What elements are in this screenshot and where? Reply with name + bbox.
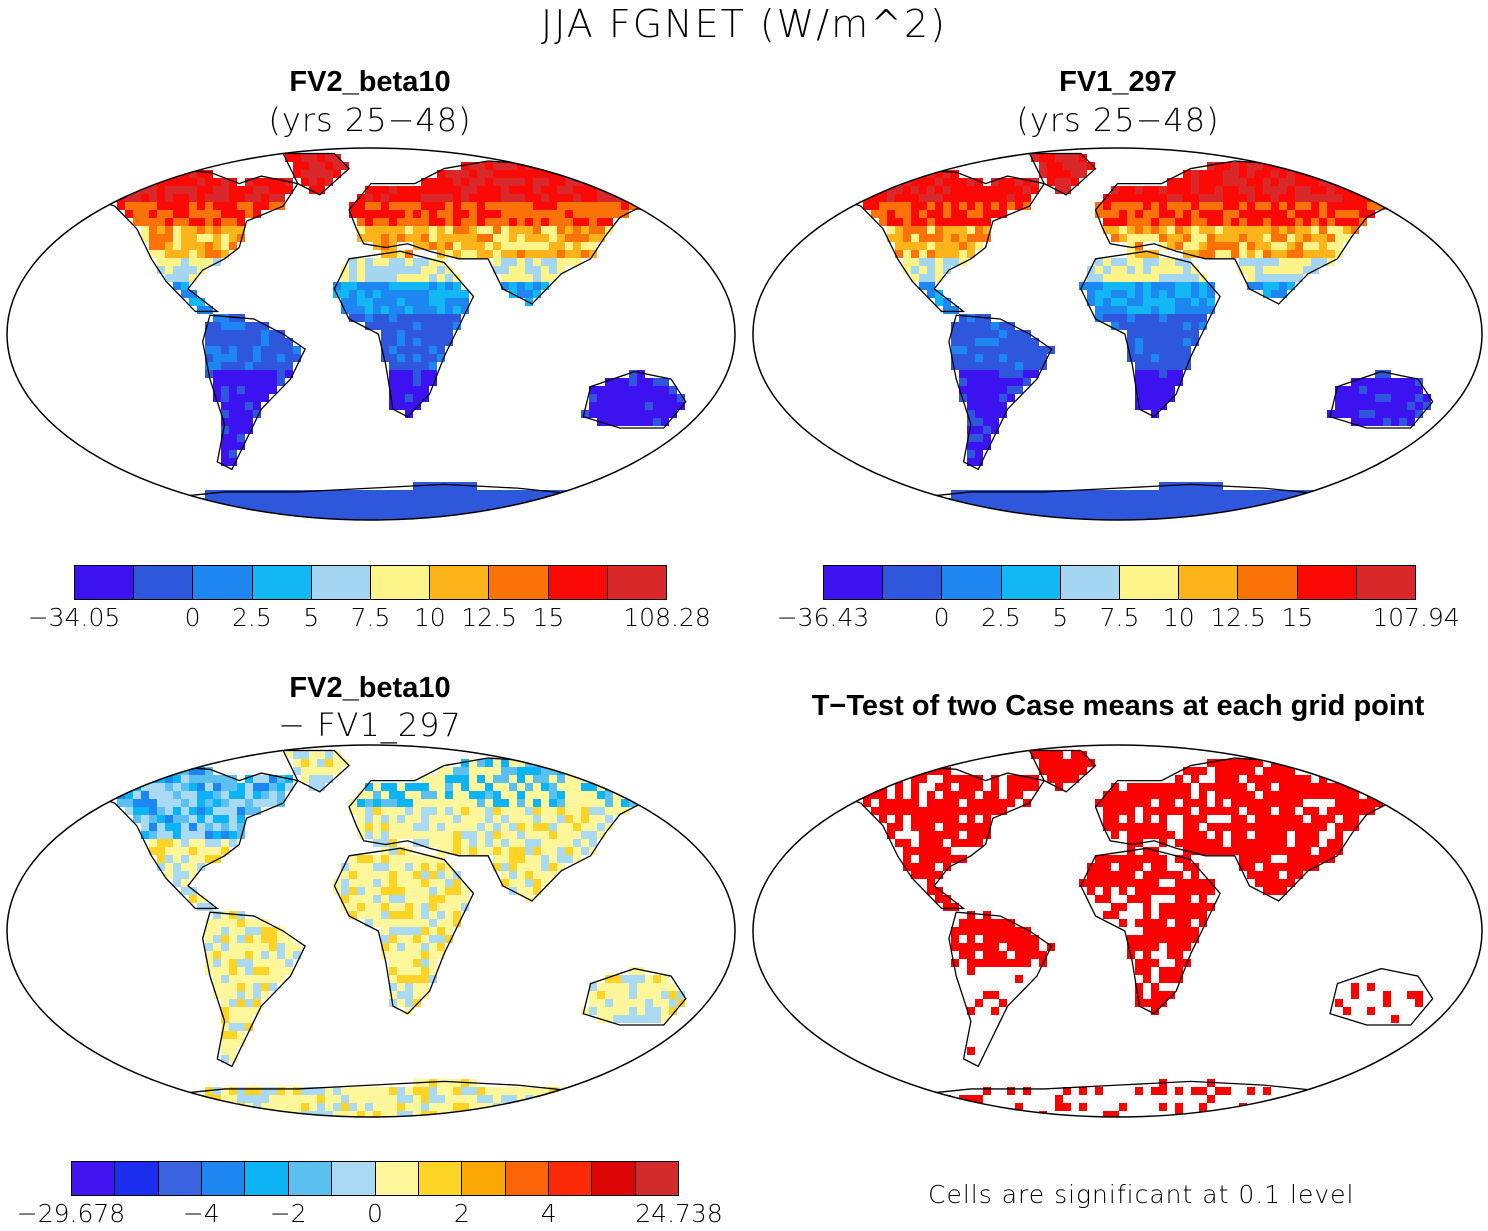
colorbar-tick-label: 2 bbox=[454, 1199, 470, 1228]
colorbar-tick-label: −4 bbox=[183, 1199, 220, 1228]
panel-3-subtitle: − FV1_297 bbox=[5, 706, 735, 744]
colorbar-tick-label: 108.28 bbox=[623, 603, 710, 632]
colorbar-tick-label: −36.43 bbox=[777, 603, 870, 632]
colorbar-tick-label: 7.5 bbox=[1100, 603, 1140, 632]
colorbar-tick-label: −29.678 bbox=[17, 1199, 125, 1228]
colorbar-swatch bbox=[419, 1162, 462, 1195]
colorbar-swatch bbox=[430, 566, 489, 599]
colorbar-swatch bbox=[883, 566, 942, 599]
colorbar-swatch bbox=[245, 1162, 288, 1195]
panel-1-colorbar bbox=[74, 565, 667, 600]
colorbar-swatch bbox=[312, 566, 371, 599]
colorbar-swatch bbox=[376, 1162, 419, 1195]
colorbar-swatch bbox=[549, 1162, 592, 1195]
colorbar-tick-label: 10 bbox=[1163, 603, 1195, 632]
panel-1-subtitle: (yrs 25−48) bbox=[5, 101, 735, 139]
colorbar-tick-label: 2.5 bbox=[981, 603, 1021, 632]
colorbar-tick-label: 0 bbox=[934, 603, 950, 632]
colorbar-swatch bbox=[549, 566, 608, 599]
colorbar-tick-label: 4 bbox=[541, 1199, 557, 1228]
colorbar-tick-label: 5 bbox=[1052, 603, 1068, 632]
colorbar-swatch bbox=[942, 566, 1001, 599]
colorbar-swatch bbox=[1238, 566, 1297, 599]
panel-2-title: FV1_297 bbox=[752, 66, 1484, 99]
colorbar-swatch bbox=[253, 566, 312, 599]
colorbar-swatch bbox=[506, 1162, 549, 1195]
colorbar-swatch bbox=[462, 1162, 505, 1195]
colorbar-swatch bbox=[115, 1162, 158, 1195]
colorbar-swatch bbox=[824, 566, 883, 599]
colorbar-tick-label: 15 bbox=[1281, 603, 1313, 632]
panel-3-map bbox=[5, 743, 737, 1119]
colorbar-swatch bbox=[489, 566, 548, 599]
colorbar-swatch bbox=[1120, 566, 1179, 599]
colorbar-tick-label: 10 bbox=[414, 603, 446, 632]
colorbar-swatch bbox=[159, 1162, 202, 1195]
panel-2-map bbox=[751, 146, 1484, 522]
colorbar-tick-label: 12.5 bbox=[461, 603, 517, 632]
panel-3-title: FV2_beta10 bbox=[5, 672, 735, 705]
panel-2-subtitle: (yrs 25−48) bbox=[752, 101, 1484, 139]
colorbar-swatch bbox=[371, 566, 430, 599]
colorbar-swatch bbox=[72, 1162, 115, 1195]
colorbar-tick-label: 24.738 bbox=[635, 1199, 722, 1228]
colorbar-swatch bbox=[289, 1162, 332, 1195]
colorbar-swatch bbox=[193, 566, 252, 599]
panel-4-map bbox=[751, 743, 1484, 1119]
panel-2-colorbar bbox=[823, 565, 1416, 600]
colorbar-swatch bbox=[75, 566, 134, 599]
colorbar-tick-label: 0 bbox=[367, 1199, 383, 1228]
colorbar-swatch bbox=[134, 566, 193, 599]
colorbar-tick-label: 15 bbox=[532, 603, 564, 632]
colorbar-swatch bbox=[608, 566, 666, 599]
panel-3-colorbar bbox=[71, 1161, 679, 1196]
colorbar-swatch bbox=[1357, 566, 1415, 599]
colorbar-swatch bbox=[1179, 566, 1238, 599]
colorbar-tick-label: −2 bbox=[270, 1199, 307, 1228]
colorbar-tick-label: 2.5 bbox=[232, 603, 272, 632]
colorbar-swatch bbox=[636, 1162, 678, 1195]
colorbar-tick-label: 0 bbox=[185, 603, 201, 632]
figure-title: JJA FGNET (W/m^2) bbox=[0, 2, 1488, 46]
colorbar-swatch bbox=[202, 1162, 245, 1195]
colorbar-tick-label: 5 bbox=[303, 603, 319, 632]
colorbar-tick-label: −34.05 bbox=[28, 603, 121, 632]
significance-note: Cells are significant at 0.1 level bbox=[752, 1180, 1488, 1209]
colorbar-swatch bbox=[332, 1162, 375, 1195]
colorbar-tick-label: 7.5 bbox=[351, 603, 391, 632]
panel-1-title: FV2_beta10 bbox=[5, 66, 735, 99]
colorbar-tick-label: 12.5 bbox=[1210, 603, 1266, 632]
colorbar-swatch bbox=[592, 1162, 635, 1195]
panel-4-title: T−Test of two Case means at each grid po… bbox=[752, 690, 1484, 723]
panel-1-map bbox=[5, 146, 737, 522]
colorbar-swatch bbox=[1298, 566, 1357, 599]
colorbar-swatch bbox=[1002, 566, 1061, 599]
colorbar-tick-label: 107.94 bbox=[1372, 603, 1459, 632]
colorbar-swatch bbox=[1061, 566, 1120, 599]
